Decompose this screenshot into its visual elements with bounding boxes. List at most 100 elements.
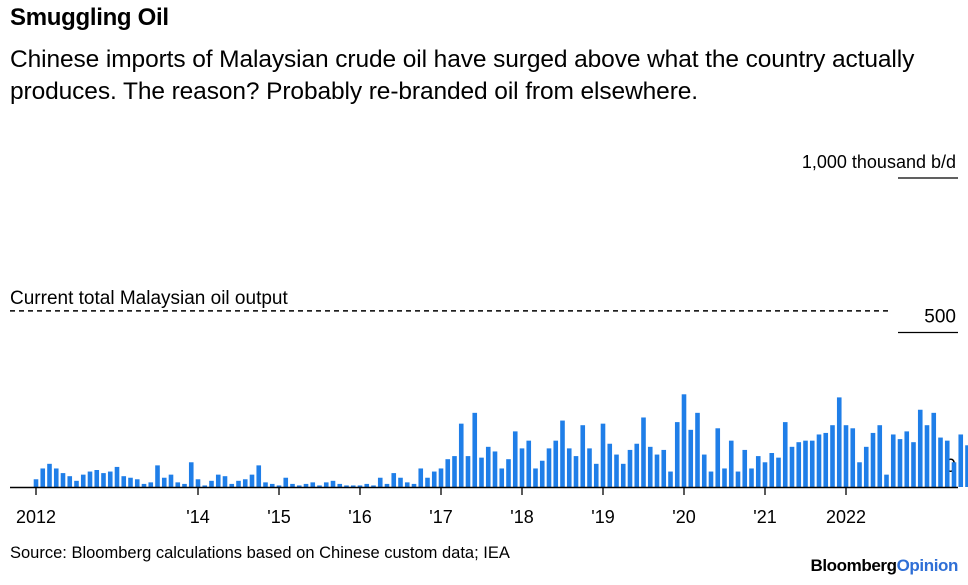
bar (60, 473, 66, 487)
bar (917, 409, 923, 487)
bar (573, 456, 579, 487)
brand-main: Bloomberg (810, 556, 897, 575)
bar (499, 468, 505, 487)
bar (269, 483, 275, 487)
bar (425, 477, 430, 487)
bar (357, 485, 363, 487)
bar (74, 480, 79, 487)
bar (337, 483, 343, 487)
bar (742, 449, 748, 487)
bar (134, 479, 140, 487)
bar (330, 480, 336, 487)
bar (107, 471, 113, 487)
bar (472, 412, 478, 487)
bar (404, 482, 410, 487)
bar (161, 477, 167, 487)
bar (850, 428, 856, 487)
bar (350, 485, 356, 487)
bar (215, 474, 221, 487)
bar (249, 474, 255, 487)
bar (175, 482, 181, 487)
x-tick-label: '16 (348, 507, 371, 527)
bar (722, 468, 727, 487)
bar (809, 440, 815, 487)
bar (377, 477, 383, 487)
bar (668, 471, 673, 487)
bar (587, 448, 592, 488)
bar (40, 468, 46, 487)
bar (485, 446, 491, 487)
bar (654, 454, 660, 487)
bar (870, 432, 876, 487)
bar (958, 434, 964, 487)
bar (614, 454, 619, 487)
bar (688, 429, 694, 487)
bar (128, 477, 133, 487)
y-tick-label: 0 (945, 456, 956, 477)
bar (776, 457, 781, 487)
bar (141, 483, 147, 487)
brand-accent: Opinion (896, 556, 959, 575)
bar (168, 474, 174, 487)
bar (114, 466, 120, 487)
bar (715, 428, 721, 487)
bar (263, 482, 268, 487)
bar (256, 465, 262, 487)
bar (384, 483, 390, 487)
x-tick-label: '18 (510, 507, 533, 527)
bar (539, 460, 545, 487)
bar (188, 462, 194, 487)
bar (398, 477, 403, 487)
x-tick-label: '14 (186, 507, 209, 527)
bar (438, 468, 444, 487)
bar (80, 474, 86, 487)
bar (202, 485, 208, 487)
bar (533, 468, 538, 487)
bar (371, 485, 376, 487)
bar (877, 425, 883, 487)
bar (87, 471, 93, 487)
bar-chart: 0 500 1,000 thousand b/d Current total Mala… (10, 152, 968, 527)
bar (53, 468, 59, 487)
bar (283, 477, 289, 487)
bar (242, 479, 248, 487)
bar (67, 476, 73, 487)
chart-title: Smuggling Oil (10, 4, 169, 31)
bar (310, 482, 316, 487)
bar (782, 422, 788, 487)
bar (762, 462, 768, 487)
bar (641, 417, 646, 487)
bar (33, 479, 39, 487)
bloomberg-opinion-logo: BloombergOpinion (810, 556, 958, 576)
x-tick-label: '21 (753, 507, 776, 527)
bar (890, 434, 896, 487)
bar (94, 470, 100, 487)
bar (296, 485, 302, 487)
y-tick-label: 1,000 thousand b/d (802, 152, 956, 172)
bar (823, 432, 829, 487)
bar (897, 439, 903, 487)
bar (229, 483, 235, 487)
bar (863, 446, 869, 487)
bar (458, 423, 464, 487)
bar (938, 437, 943, 487)
bar (755, 456, 761, 487)
bar (944, 440, 950, 487)
bar (148, 482, 154, 487)
bar (735, 471, 741, 487)
bar (155, 465, 160, 487)
bar (593, 463, 599, 487)
source-note: Source: Bloomberg calculations based on … (10, 544, 510, 562)
bar (121, 476, 127, 487)
bar (47, 463, 52, 487)
bar (789, 446, 795, 487)
bar (931, 412, 937, 487)
bar (290, 483, 295, 487)
bar (431, 471, 437, 487)
bar (546, 448, 552, 488)
bar (195, 479, 201, 487)
x-tick-label: '20 (672, 507, 695, 527)
bar (492, 451, 498, 487)
bar (222, 476, 228, 487)
bar (884, 474, 889, 487)
